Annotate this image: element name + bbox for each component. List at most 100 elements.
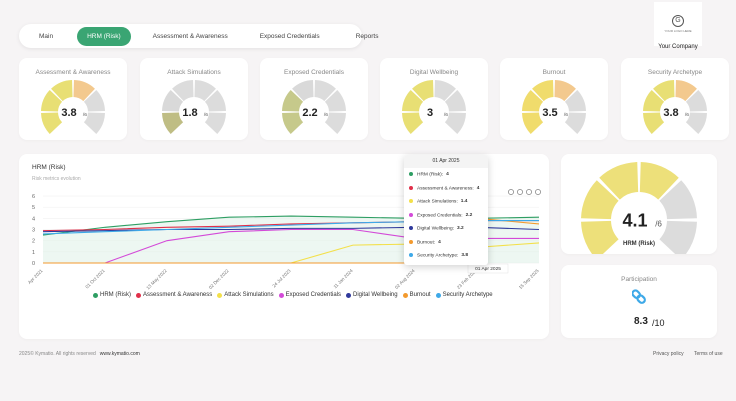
- gauge-segment: [324, 90, 346, 112]
- search-icon[interactable]: [526, 189, 532, 195]
- gauge-value: 1.8: [182, 107, 197, 119]
- gauge-title: Assessment & Awareness: [35, 69, 111, 76]
- tab-exposed-credentials[interactable]: Exposed Credentials: [259, 32, 320, 40]
- chart-title: HRM (Risk): [32, 164, 66, 171]
- gauge-segment: [653, 80, 675, 102]
- x-tick-label: 01 Oct 2021: [84, 268, 106, 290]
- gauge-segment: [73, 80, 95, 102]
- gauge-chart: 3.8/6: [643, 80, 707, 134]
- gauge-segment: [324, 112, 346, 134]
- site-link[interactable]: www.kymatio.com: [99, 351, 140, 357]
- tooltip-value: 3.8: [461, 253, 468, 259]
- company-logo: G YOUR LOGO HERE: [654, 2, 702, 46]
- tab-reports[interactable]: Reports: [355, 32, 379, 40]
- legend-dot: [278, 292, 284, 298]
- gauge-segment: [204, 90, 226, 112]
- tooltip-dot: [409, 253, 413, 257]
- tooltip-value: 4: [446, 172, 449, 178]
- hrm-risk-gauge-card: 4.1/6 HRM (Risk): [561, 154, 717, 254]
- gauge-card: Assessment & Awareness 3.8/6: [19, 58, 127, 140]
- gauge-segment: [685, 90, 707, 112]
- legend-item[interactable]: Assessment & Awareness: [136, 292, 212, 298]
- gauge-segment: [581, 220, 619, 254]
- gauge-value: 2.2: [302, 107, 317, 119]
- gauge-segment: [599, 162, 639, 200]
- legend-label: Assessment & Awareness: [143, 292, 213, 298]
- gauge-title: Burnout: [542, 69, 566, 76]
- tooltip-value: 2.2: [465, 212, 473, 218]
- legend-item[interactable]: HRM (Risk): [93, 292, 131, 298]
- tooltip-label: Attack Simulations:: [417, 199, 458, 205]
- tooltip-dot: [409, 226, 413, 230]
- gauge-segment: [581, 180, 619, 220]
- gauge-max: /6: [444, 112, 448, 118]
- tooltip-row: HRM (Risk): 4: [409, 172, 449, 177]
- gauge-card: Attack Simulations 1.8/6: [140, 58, 248, 140]
- tab-assessment-awareness[interactable]: Assessment & Awareness: [152, 32, 228, 40]
- tooltip-row: Assessment & Awareness: 4: [409, 185, 479, 191]
- gauge-chart: 3.5/6: [522, 80, 586, 134]
- y-tick-label: 1: [32, 250, 35, 256]
- x-tick-label: 24 Jul 2023: [271, 268, 292, 289]
- gauge-segment: [643, 90, 665, 112]
- y-tick-label: 5: [32, 205, 35, 211]
- gauge-max: /6: [655, 219, 662, 228]
- gauge-card: Burnout 3.5/6: [500, 58, 608, 140]
- participation-max: /10: [652, 318, 665, 328]
- gauge-max: /6: [564, 112, 568, 118]
- gauge-segment: [162, 112, 184, 134]
- legend-dot: [136, 292, 141, 298]
- gauge-segment: [162, 90, 184, 112]
- terms-of-use-link[interactable]: Terms of use: [694, 351, 723, 357]
- gauge-segment: [564, 90, 586, 112]
- legend-dot: [217, 292, 223, 298]
- gauge-segment: [282, 90, 304, 112]
- gauge-segment: [402, 90, 424, 112]
- tooltip-value: 4: [438, 239, 441, 245]
- gauge-segment: [659, 220, 697, 254]
- privacy-policy-link[interactable]: Privacy policy: [653, 351, 684, 357]
- gauge-segment: [532, 80, 554, 102]
- pan-icon[interactable]: [535, 189, 541, 195]
- gauge-chart: 1.8/6: [162, 80, 226, 134]
- legend-item[interactable]: Digital Wellbeing: [346, 292, 398, 298]
- gauge-value: 4.1: [622, 210, 647, 230]
- gauge-segment: [292, 80, 314, 102]
- legend-label: Exposed Credentials: [285, 292, 341, 298]
- tooltip-dot: [409, 199, 413, 203]
- logo-text: YOUR LOGO HERE: [664, 29, 692, 33]
- tab-hrm-risk[interactable]: HRM (Risk): [77, 26, 131, 46]
- legend-item[interactable]: Attack Simulations: [217, 292, 274, 298]
- legend-item[interactable]: Burnout: [402, 292, 431, 298]
- gauge-segment: [412, 80, 434, 102]
- gauge-value: 3: [427, 107, 433, 119]
- legend-item[interactable]: Security Archetype: [435, 292, 493, 298]
- gauge-segment: [659, 180, 697, 220]
- gauge-segment: [282, 112, 304, 134]
- legend-item[interactable]: Exposed Credentials: [278, 292, 341, 298]
- tooltip-row: Attack Simulations: 1.4: [409, 199, 467, 204]
- legend-dot: [346, 292, 351, 298]
- gauge-segment: [564, 112, 586, 134]
- x-tick-label: 15 Sep 2025: [518, 268, 540, 290]
- tooltip-dot: [409, 172, 413, 176]
- tab-main[interactable]: Main: [39, 32, 54, 40]
- gauge-max: /6: [685, 112, 689, 118]
- zoom-in-icon[interactable]: [508, 189, 514, 195]
- gauge-title: Exposed Credentials: [284, 69, 344, 76]
- tooltip-dot: [409, 212, 413, 217]
- legend-label: Security Archetype: [442, 292, 493, 298]
- link-icon: [632, 289, 646, 304]
- gauge-chart: 3.8/6: [41, 80, 105, 134]
- y-tick-label: 0: [32, 261, 35, 267]
- gauge-chart: 3/6: [402, 80, 466, 134]
- legend-dot: [402, 292, 408, 298]
- x-tick-label: Apr 2021: [27, 268, 44, 285]
- y-tick-label: 4: [32, 216, 35, 222]
- zoom-out-icon[interactable]: [517, 189, 523, 195]
- gauge-segment: [522, 90, 544, 112]
- tooltip-label: Burnout:: [417, 239, 436, 245]
- gauge-segment: [51, 80, 73, 102]
- chart-tooltip: 01 Apr 2025 HRM (Risk): 4 Assessment & Awa…: [404, 155, 488, 265]
- copyright-text: 2025© Kymatio. All rights reserved: [19, 351, 96, 357]
